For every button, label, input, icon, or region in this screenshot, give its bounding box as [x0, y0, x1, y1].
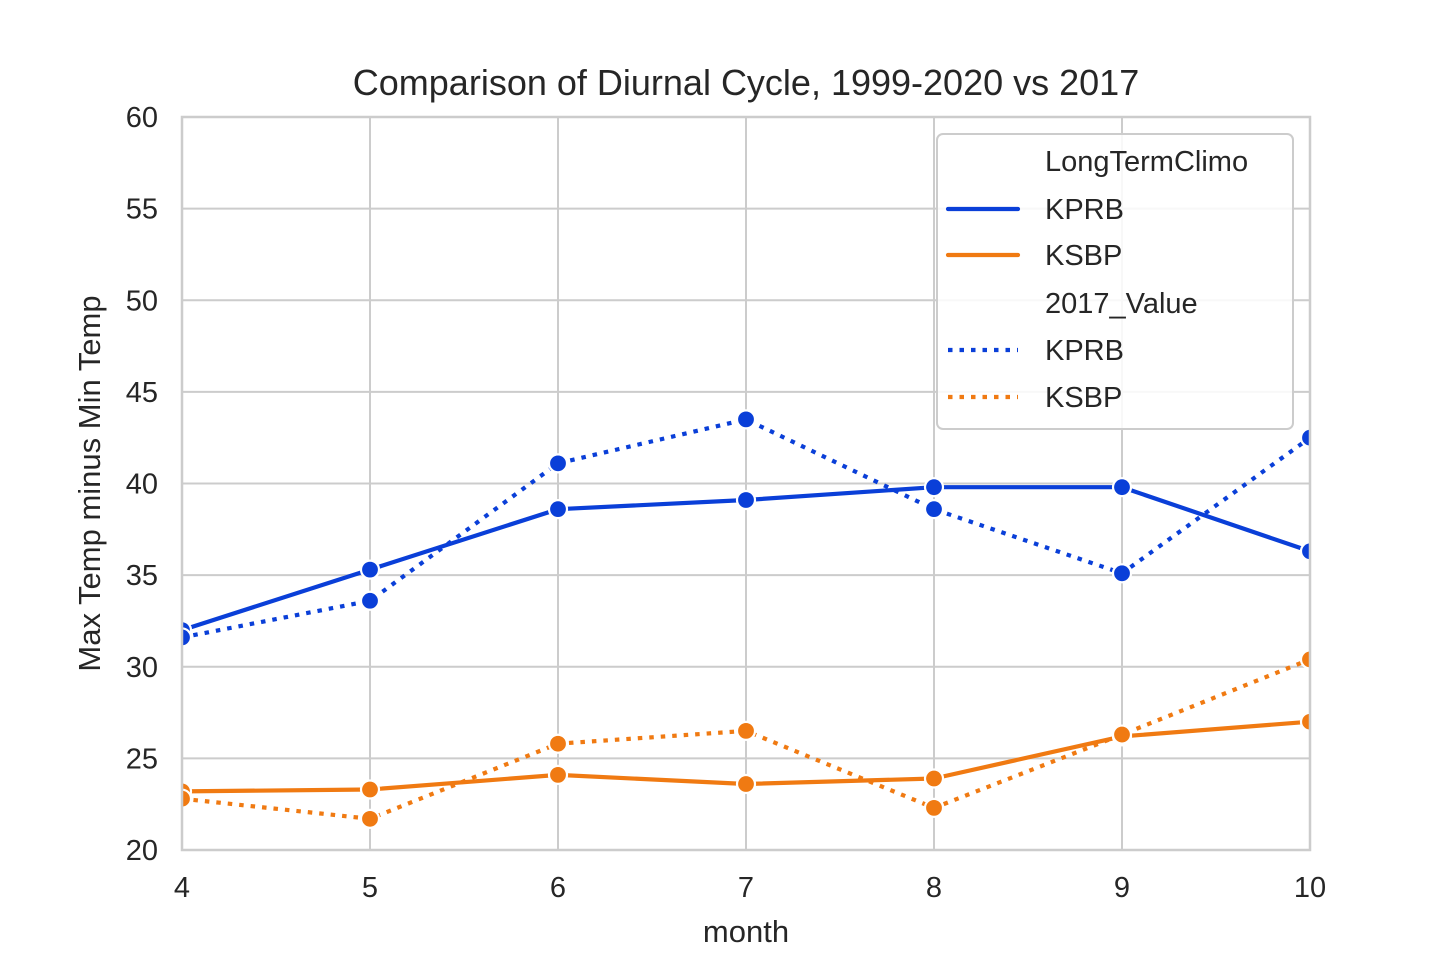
legend: LongTermClimo KPRB KSBP 2017_Value KPRB …	[937, 134, 1293, 429]
x-tick-label: 4	[174, 872, 190, 904]
y-tick-label: 35	[126, 560, 158, 592]
y-tick-label: 55	[126, 194, 158, 226]
y-tick-label: 25	[126, 743, 158, 775]
data-point-2017-value-ksbp	[737, 722, 755, 740]
data-point-longtermclimo-ksbp	[361, 781, 379, 799]
x-tick-label: 5	[362, 872, 378, 904]
data-point-longtermclimo-kprb	[737, 491, 755, 509]
data-point-2017-value-kprb	[925, 500, 943, 518]
data-point-2017-value-kprb	[737, 410, 755, 428]
x-tick-label: 8	[926, 872, 942, 904]
y-tick-label: 60	[126, 102, 158, 134]
data-point-longtermclimo-ksbp	[925, 770, 943, 788]
y-tick-label: 50	[126, 285, 158, 317]
data-point-2017-value-ksbp	[549, 735, 567, 753]
legend-label-climo-ksbp: KSBP	[1045, 240, 1122, 272]
legend-label-2017-kprb: KPRB	[1045, 335, 1124, 367]
data-point-2017-value-kprb	[1113, 564, 1131, 582]
data-point-longtermclimo-kprb	[925, 478, 943, 496]
chart-title: Comparison of Diurnal Cycle, 1999-2020 v…	[353, 62, 1139, 103]
data-point-longtermclimo-kprb	[1113, 478, 1131, 496]
y-tick-label: 20	[126, 835, 158, 867]
data-point-longtermclimo-kprb	[549, 500, 567, 518]
data-point-2017-value-ksbp	[1113, 726, 1131, 744]
x-tick-label: 6	[550, 872, 566, 904]
y-tick-label: 30	[126, 652, 158, 684]
data-point-longtermclimo-ksbp	[549, 766, 567, 784]
data-point-2017-value-ksbp	[925, 799, 943, 817]
line-chart: 4 5 6 7 8 9 10202530354045505560 Comparison of…	[0, 0, 1456, 971]
x-tick-label: 10	[1294, 872, 1326, 904]
x-tick-label: 7	[738, 872, 754, 904]
x-tick-label: 9	[1114, 872, 1130, 904]
legend-group-title-longtermclimo: LongTermClimo	[1045, 146, 1248, 178]
y-axis-label: Max Temp minus Min Temp	[72, 295, 107, 671]
data-point-2017-value-kprb	[549, 454, 567, 472]
data-point-2017-value-ksbp	[361, 810, 379, 828]
legend-label-2017-ksbp: KSBP	[1045, 382, 1122, 414]
data-point-longtermclimo-kprb	[361, 561, 379, 579]
y-tick-label: 45	[126, 377, 158, 409]
y-tick-label: 40	[126, 469, 158, 501]
x-axis-label: month	[703, 914, 789, 949]
legend-group-title-2017-value: 2017_Value	[1045, 288, 1198, 320]
data-point-2017-value-kprb	[361, 592, 379, 610]
data-point-longtermclimo-ksbp	[737, 775, 755, 793]
legend-label-climo-kprb: KPRB	[1045, 194, 1124, 226]
